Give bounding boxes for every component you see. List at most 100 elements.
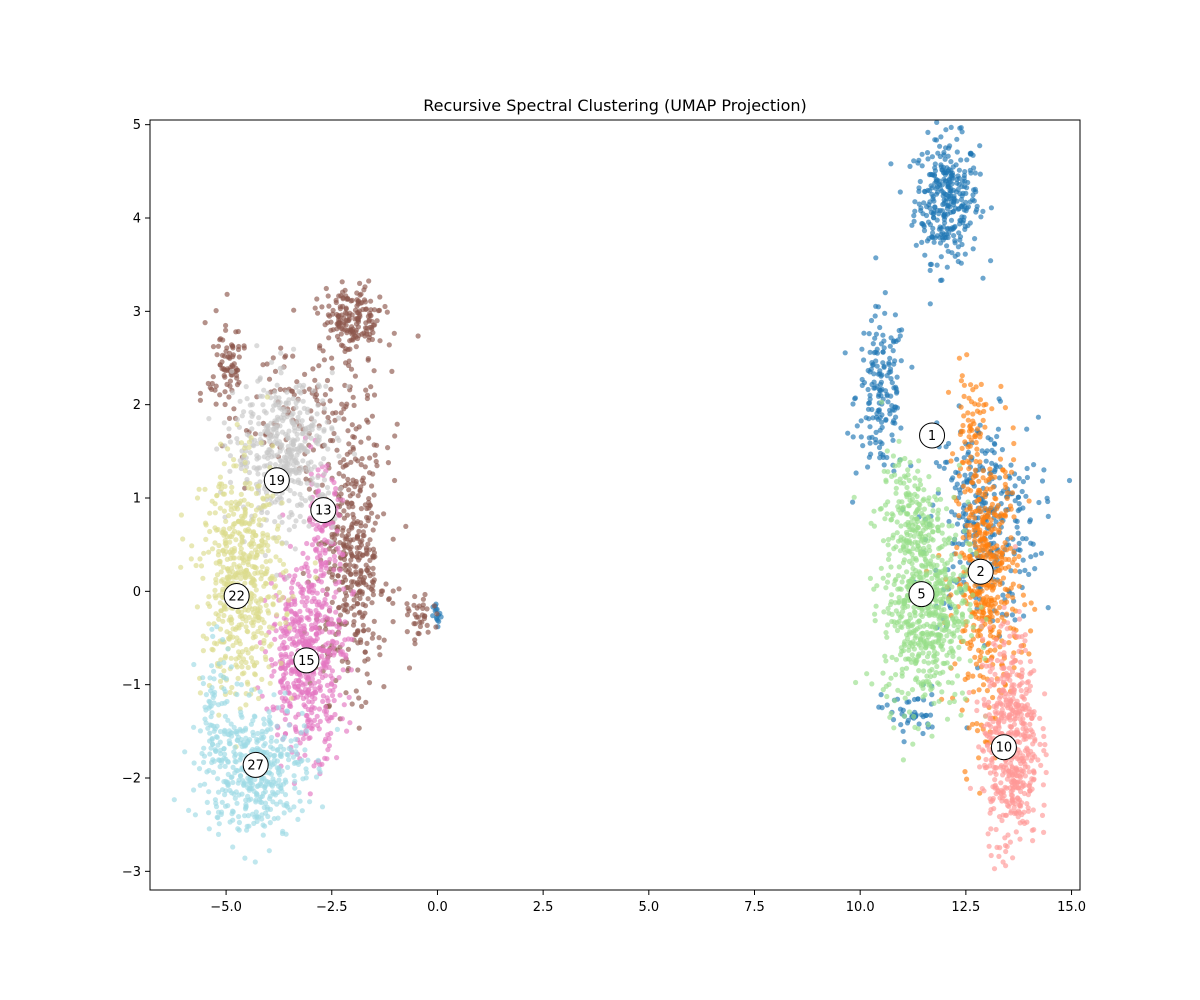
data-point — [317, 493, 323, 499]
data-point — [241, 452, 247, 458]
data-point — [930, 234, 936, 241]
data-point — [982, 555, 988, 561]
data-point — [977, 487, 983, 494]
data-point — [320, 348, 326, 354]
data-point — [314, 631, 320, 637]
data-point — [911, 218, 917, 224]
data-point — [915, 486, 921, 492]
data-point — [277, 514, 283, 520]
data-point — [337, 649, 344, 655]
data-point — [890, 437, 896, 443]
data-point — [942, 561, 948, 568]
data-point — [872, 335, 878, 341]
data-point — [287, 636, 293, 642]
data-point — [333, 589, 339, 595]
data-point — [353, 569, 359, 575]
data-point — [1026, 651, 1032, 657]
data-point — [1016, 634, 1022, 640]
data-point — [983, 713, 989, 719]
data-point — [956, 175, 962, 181]
data-point — [951, 196, 957, 202]
data-point — [904, 619, 910, 625]
data-point — [404, 601, 410, 607]
data-point — [386, 342, 392, 348]
data-point — [899, 579, 905, 585]
data-point — [339, 532, 345, 538]
data-point — [977, 397, 984, 403]
data-point — [369, 483, 375, 489]
data-point — [1038, 762, 1044, 769]
data-point — [1018, 688, 1024, 694]
data-point — [374, 463, 380, 469]
data-point — [916, 458, 922, 464]
data-point — [890, 532, 896, 538]
data-point — [986, 735, 993, 741]
data-point — [345, 428, 351, 434]
data-point — [976, 687, 982, 693]
data-point — [939, 689, 945, 695]
data-point — [959, 241, 965, 248]
data-point — [357, 589, 363, 595]
data-point — [915, 468, 921, 474]
data-point — [255, 465, 261, 471]
data-point — [951, 233, 957, 239]
data-point — [884, 448, 890, 454]
data-point — [317, 670, 323, 677]
data-point — [359, 456, 365, 462]
data-point — [1041, 467, 1047, 473]
data-point — [1012, 483, 1018, 489]
data-point — [1040, 726, 1046, 732]
data-point — [890, 717, 897, 723]
data-point — [980, 748, 987, 754]
data-point — [325, 312, 331, 318]
data-point — [905, 472, 911, 478]
data-point — [921, 506, 928, 512]
data-point — [275, 431, 281, 437]
data-point — [337, 540, 343, 546]
data-point — [315, 474, 321, 480]
data-point — [306, 486, 312, 492]
data-point — [315, 482, 321, 488]
data-point — [299, 495, 305, 501]
data-point — [880, 349, 886, 355]
data-point — [1012, 617, 1018, 623]
data-point — [234, 436, 240, 442]
data-point — [372, 452, 378, 458]
data-point — [282, 696, 288, 702]
data-point — [244, 431, 250, 437]
data-point — [894, 519, 900, 525]
data-point — [991, 703, 997, 710]
data-point — [936, 226, 943, 232]
data-point — [979, 612, 985, 619]
data-point — [991, 510, 997, 516]
data-point — [336, 617, 342, 623]
data-point — [1015, 814, 1021, 820]
data-point — [1030, 741, 1036, 747]
data-point — [991, 491, 997, 497]
data-point — [970, 418, 976, 424]
data-point — [321, 357, 327, 363]
data-point — [358, 462, 364, 468]
data-point — [238, 570, 244, 576]
data-point — [997, 456, 1004, 462]
data-point — [957, 554, 963, 560]
data-point — [993, 637, 999, 643]
data-point — [353, 327, 359, 333]
data-point — [900, 544, 906, 550]
data-point — [1011, 549, 1017, 555]
data-point — [981, 696, 987, 702]
data-point — [1000, 687, 1006, 693]
data-point — [884, 702, 890, 708]
data-point — [416, 603, 422, 609]
data-point — [300, 736, 306, 742]
data-point — [930, 639, 936, 645]
data-point — [935, 150, 941, 156]
data-point — [934, 573, 940, 579]
data-point — [925, 129, 931, 135]
data-point — [964, 352, 970, 358]
data-point — [293, 567, 300, 573]
data-point — [306, 428, 313, 434]
data-point — [361, 627, 367, 634]
data-point — [891, 361, 897, 367]
data-point — [1025, 679, 1031, 685]
